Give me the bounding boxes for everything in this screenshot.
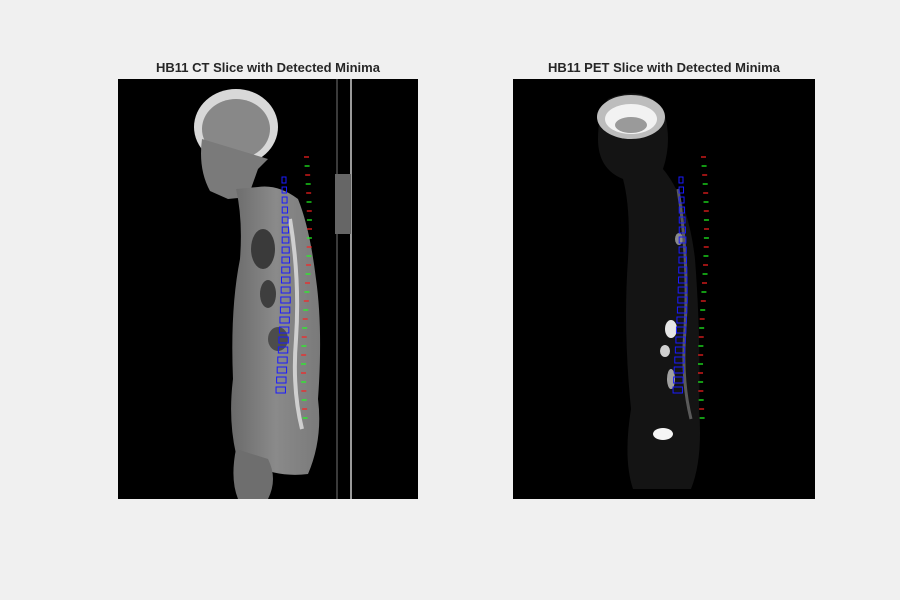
pet-vertebra-outline [674,356,685,364]
ct-vertebra-outline [281,236,290,244]
pet-vertebra-outline [673,376,684,384]
pet-vertebra-outline [678,246,687,254]
ct-vertebra-outline [281,206,289,214]
ct-vertebra-outline [280,296,291,304]
ct-vertebra-outline [277,346,289,354]
pet-vertebra-outline [678,236,687,244]
pet-vertebra-outline [672,386,683,394]
ct-vertebra-outline [275,386,286,394]
pet-vertebra-outline [674,346,686,354]
pet-vertebra-outline [678,196,685,204]
pet-vertebra-outline [678,206,686,214]
pet-vertebra-outline [675,336,686,344]
ct-vertebra-outline [281,216,289,224]
pet-vertebra-outline [678,226,686,234]
ct-vertebra-outline [276,366,288,374]
ct-vertebra-outline [281,226,289,234]
ct-vertebra-outline [278,336,289,344]
ct-vertebra-outline [280,276,291,284]
ct-vertebra-outline [281,186,288,194]
pet-vertebra-outline [676,316,687,324]
pet-vertebra-outline [678,266,688,274]
ct-slice-image [118,79,418,499]
ct-vertebra-outline [279,306,291,314]
pet-vertebra-outline [673,366,685,374]
ct-vertebra-outline [278,326,290,334]
ct-vertebra-outline [277,356,288,364]
ct-vertebra-outline [280,286,291,294]
ct-vertebra-outline [281,256,291,264]
pet-vertebra-outline [678,186,685,194]
pet-vertebra-outline [677,296,688,304]
pet-panel-title: HB11 PET Slice with Detected Minima [548,60,780,75]
ct-vertebra-outline [281,266,291,274]
pet-vertebra-outline [675,326,687,334]
ct-vertebra-outline [279,316,290,324]
pet-vertebra-outline [678,216,686,224]
ct-vertebra-outline [276,376,287,384]
pet-vertebra-outline [677,276,688,284]
pet-vertebra-outline [678,256,688,264]
ct-panel-title: HB11 CT Slice with Detected Minima [156,60,380,75]
ct-vertebra-outline [281,196,288,204]
pet-slice-image [513,79,815,499]
pet-vertebra-outline [676,306,688,314]
pet-vertebra-outline [677,286,688,294]
pet-vertebra-outline [678,176,684,184]
ct-vertebra-outline [281,176,287,184]
ct-vertebra-outline [281,246,290,254]
